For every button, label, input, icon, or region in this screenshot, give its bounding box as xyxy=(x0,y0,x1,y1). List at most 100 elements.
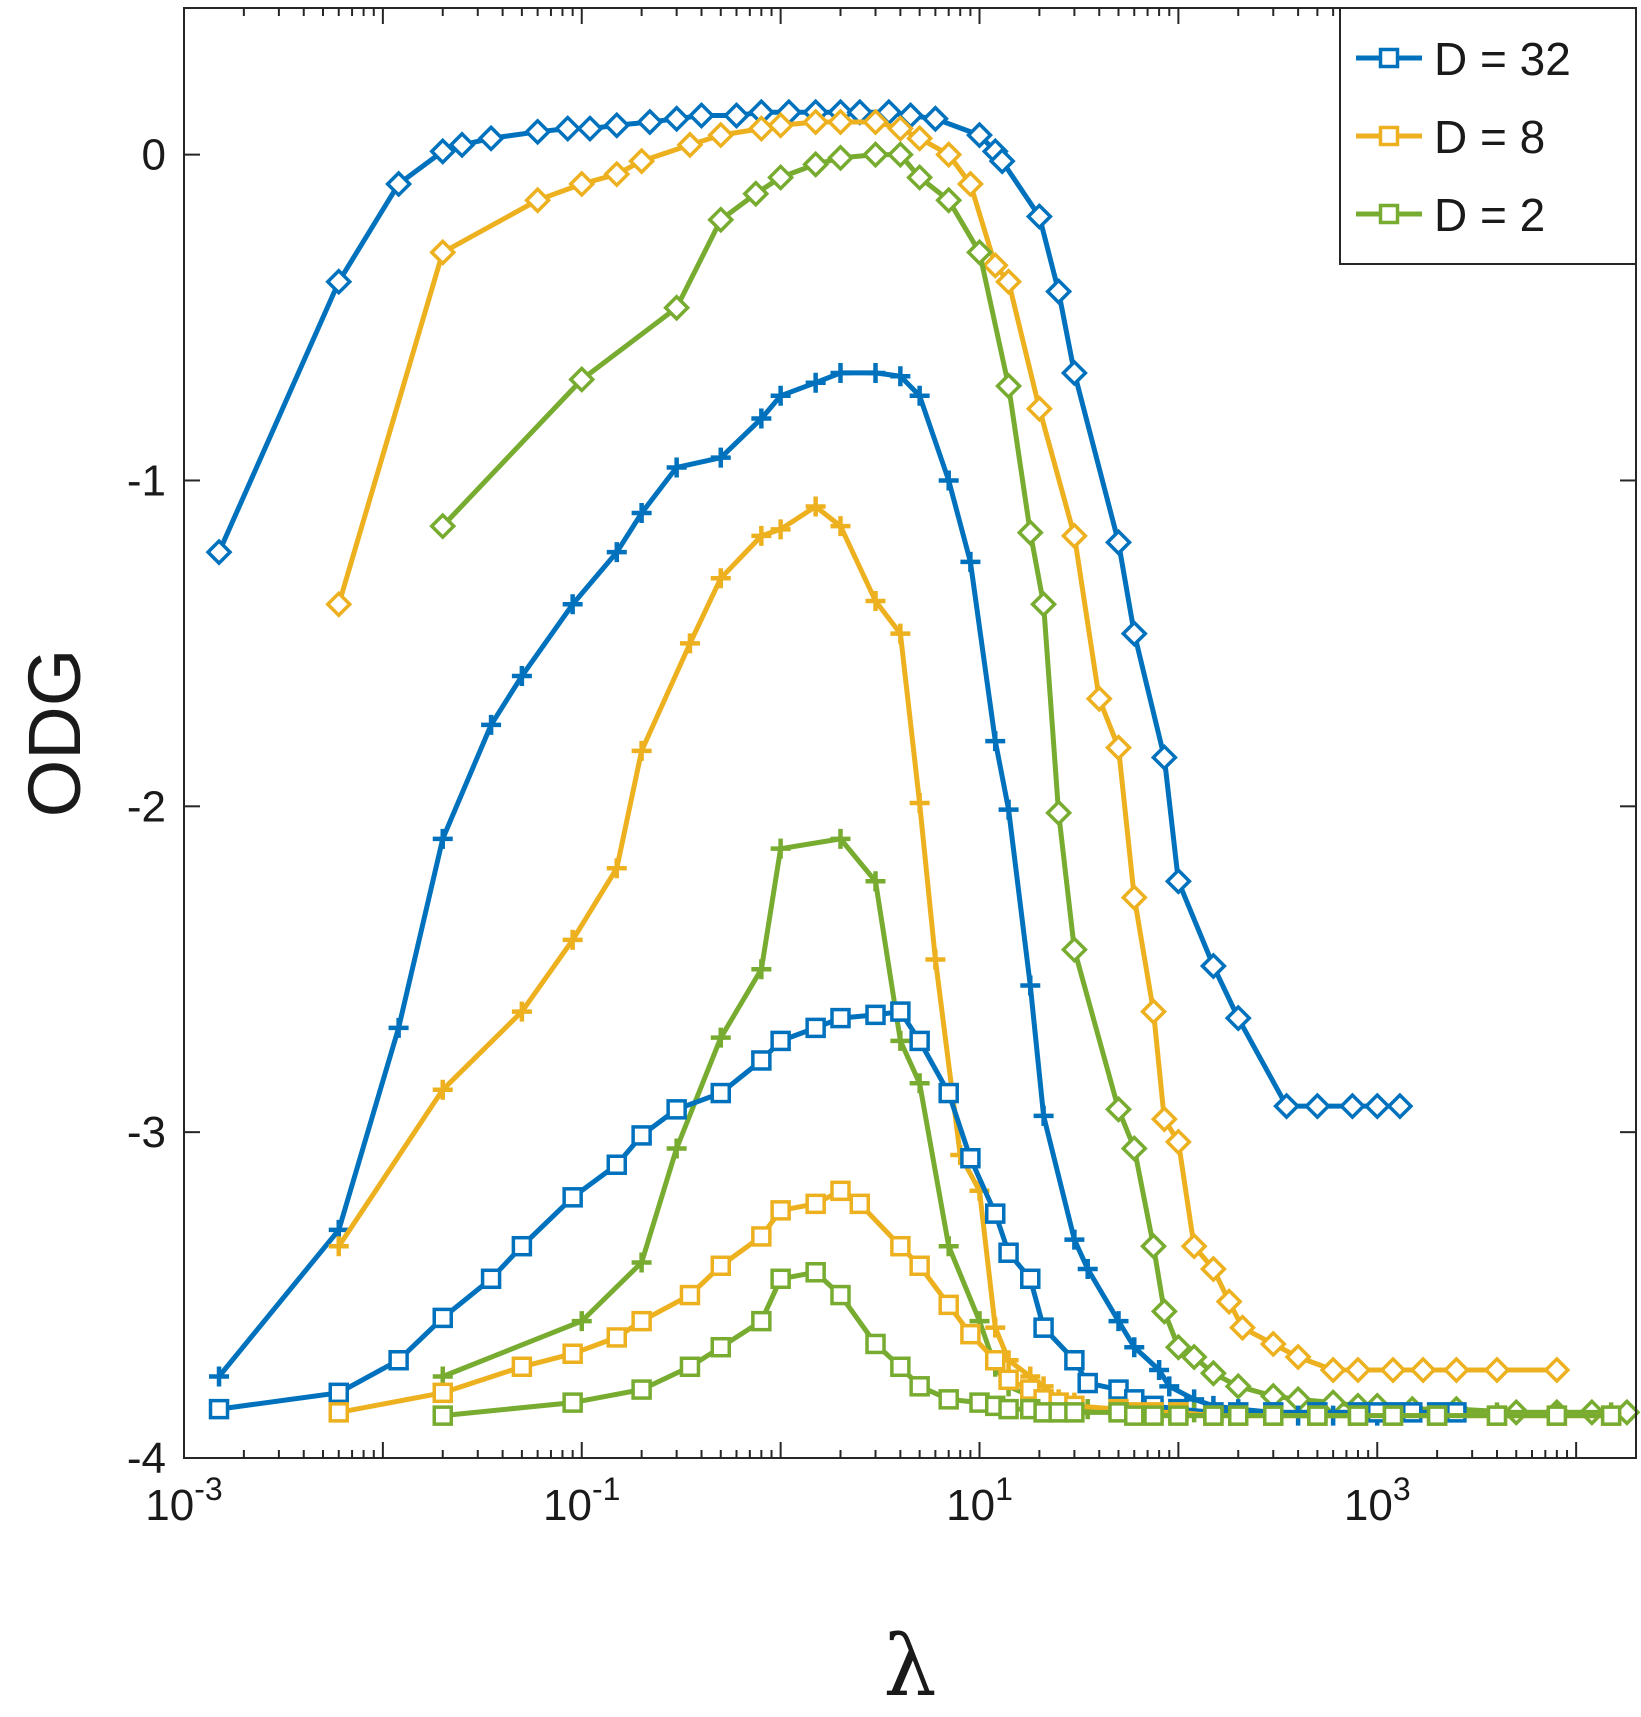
diamond-marker xyxy=(477,124,505,152)
square-marker xyxy=(679,1284,701,1306)
x-tick-exponent: -1 xyxy=(592,1471,620,1507)
square-marker xyxy=(890,1235,911,1257)
diamond-marker xyxy=(554,115,582,143)
square-marker xyxy=(679,1356,701,1378)
plus-marker xyxy=(571,1311,592,1332)
x-tick-exponent: 3 xyxy=(1393,1471,1411,1507)
square-marker xyxy=(830,1007,851,1029)
square-marker xyxy=(606,1154,628,1175)
series-line xyxy=(338,1188,1612,1419)
square-marker xyxy=(1402,1402,1423,1423)
plus-marker xyxy=(865,591,886,612)
plus-marker xyxy=(209,1366,230,1387)
diamond-marker xyxy=(1228,1314,1256,1342)
plus-marker xyxy=(985,731,1006,752)
plus-marker xyxy=(328,1236,349,1257)
square-marker xyxy=(606,1327,628,1348)
square-marker xyxy=(1064,1349,1085,1371)
square-marker xyxy=(938,1082,959,1104)
diamond-marker xyxy=(886,115,914,143)
plus-marker xyxy=(631,503,652,524)
square-marker xyxy=(328,1402,350,1423)
plus-marker xyxy=(1149,1360,1170,1381)
diamond-marker xyxy=(767,111,795,139)
diamond-marker xyxy=(568,365,596,393)
series-d-32-square xyxy=(208,1001,1467,1423)
square-marker xyxy=(511,1356,533,1378)
diamond-marker xyxy=(1120,884,1148,912)
diamond-marker xyxy=(935,141,963,169)
square-marker xyxy=(710,1082,732,1104)
diamond-marker xyxy=(524,118,552,146)
diamond-marker xyxy=(1030,590,1058,618)
x-tick-exponent: 1 xyxy=(995,1471,1013,1507)
x-tick-base: 10 xyxy=(1344,1481,1393,1530)
square-marker xyxy=(432,1307,453,1329)
diamond-marker xyxy=(988,147,1016,175)
square-marker xyxy=(865,1333,886,1355)
diamond-marker xyxy=(995,372,1023,400)
square-marker xyxy=(751,1226,772,1247)
diamond-marker xyxy=(429,238,457,266)
plus-marker xyxy=(998,799,1019,820)
plus-marker xyxy=(606,858,627,879)
plus-marker xyxy=(481,714,502,735)
square-marker xyxy=(890,1356,911,1378)
square-marker xyxy=(1203,1405,1224,1426)
diamond-marker xyxy=(1045,278,1073,305)
square-marker xyxy=(631,1310,652,1332)
diamond-marker xyxy=(1164,1333,1192,1361)
square-marker xyxy=(388,1349,409,1371)
square-marker xyxy=(909,1255,930,1277)
square-marker xyxy=(1426,1405,1448,1426)
plus-marker xyxy=(770,385,791,406)
square-marker xyxy=(1600,1405,1622,1426)
plus-marker xyxy=(1159,1376,1180,1397)
square-marker xyxy=(666,1099,687,1120)
diamond-marker xyxy=(385,170,413,198)
square-marker xyxy=(770,1268,791,1290)
square-marker xyxy=(432,1382,453,1404)
plus-marker xyxy=(1077,1259,1098,1280)
y-axis-title: ODG xyxy=(13,649,96,818)
plus-marker xyxy=(710,447,731,468)
diamond-marker xyxy=(1060,936,1088,964)
legend-item: D = 2 xyxy=(1356,189,1545,241)
square-marker xyxy=(1263,1405,1284,1426)
legend-label: D = 8 xyxy=(1434,111,1545,163)
diamond-marker xyxy=(1363,1092,1391,1120)
series-layer xyxy=(205,98,1641,1426)
series-line xyxy=(218,1009,1457,1415)
diamond-marker xyxy=(1199,952,1227,980)
square-marker xyxy=(1546,1405,1568,1426)
plus-marker xyxy=(805,496,826,517)
diamond-marker xyxy=(906,124,934,152)
diamond-marker xyxy=(767,163,795,191)
plus-marker xyxy=(890,366,911,387)
plus-marker xyxy=(890,623,911,644)
diamond-marker xyxy=(827,108,854,136)
plus-marker xyxy=(432,828,453,849)
square-marker xyxy=(890,1001,911,1022)
diamond-marker xyxy=(1085,685,1113,713)
plus-marker xyxy=(909,385,930,406)
diamond-marker xyxy=(995,268,1023,296)
square-marker xyxy=(909,1030,930,1052)
series-d-32-diamond xyxy=(205,98,1414,1120)
diamond-marker xyxy=(966,121,993,149)
diamond-marker xyxy=(1483,1356,1511,1384)
square-marker xyxy=(1077,1372,1098,1394)
diamond-marker xyxy=(981,251,1009,279)
plus-marker xyxy=(666,1138,687,1159)
plus-marker xyxy=(1108,1311,1129,1332)
diamond-marker xyxy=(663,294,691,322)
square-marker xyxy=(1378,125,1400,147)
diamond-marker xyxy=(1140,1232,1168,1260)
diamond-marker xyxy=(1224,1372,1252,1400)
plus-marker xyxy=(631,740,652,761)
plus-marker xyxy=(960,551,981,572)
plus-marker xyxy=(925,949,946,970)
diamond-marker xyxy=(1150,1297,1178,1325)
square-marker xyxy=(1033,1317,1054,1338)
